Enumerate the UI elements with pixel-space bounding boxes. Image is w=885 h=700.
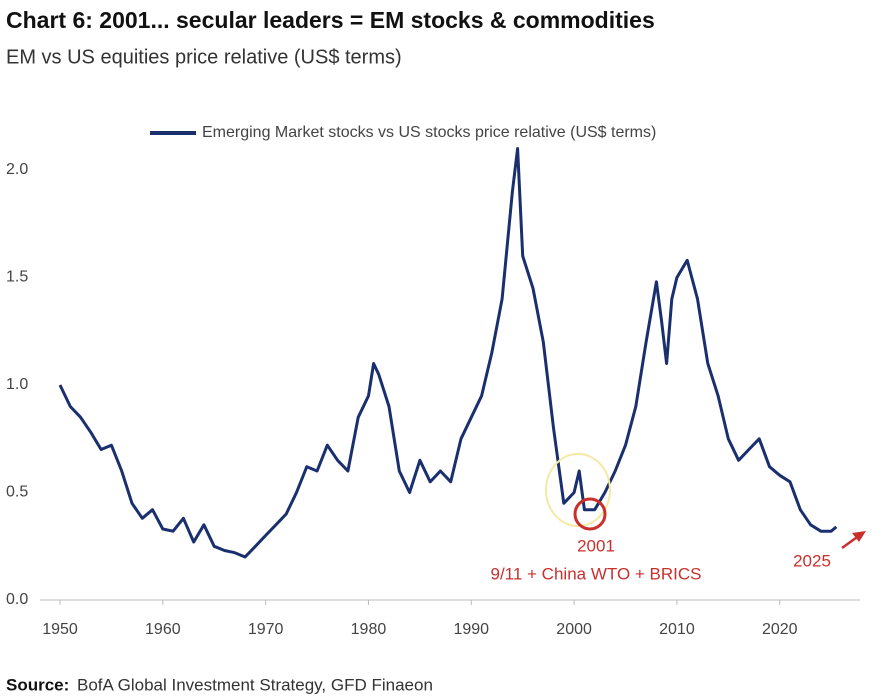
annotation: 2001 [577,536,615,555]
source-label: Source: [6,675,69,694]
x-tick-label: 1960 [145,621,181,638]
source-text: BofA Global Investment Strategy, GFD Fin… [77,675,433,694]
highlight-glow [545,453,611,527]
y-tick-label: 1.0 [6,376,28,393]
x-tick-label: 1950 [42,621,78,638]
x-tick-label: 2000 [556,621,592,638]
x-tick-label: 2020 [762,621,798,638]
y-tick-label: 0.5 [6,484,28,501]
annotation: 9/11 + China WTO + BRICS [490,564,701,583]
plot-area: 0.0 0.5 1.0 1.5 2.0 1950 1960 1970 1980 1990 2000 2… [6,124,838,638]
data-line [58,147,838,559]
y-tick-label: 1.5 [6,269,28,286]
annotation: 2025 [793,551,831,570]
chart-subtitle: EM vs US equities price relative (US$ te… [6,46,402,68]
x-tick-label: 1980 [351,621,387,638]
y-tick-label: 0.0 [6,591,28,608]
x-tick-label: 1970 [248,621,284,638]
x-tick-label: 2010 [659,621,695,638]
x-tick-label: 1990 [453,621,489,638]
chart-title: Chart 6: 2001... secular leaders = EM st… [6,7,655,33]
y-tick-label: 2.0 [6,161,28,178]
highlight-circle [573,497,607,531]
legend-label: Emerging Market stocks vs US stocks pric… [202,124,656,141]
arrow-head [852,531,866,542]
